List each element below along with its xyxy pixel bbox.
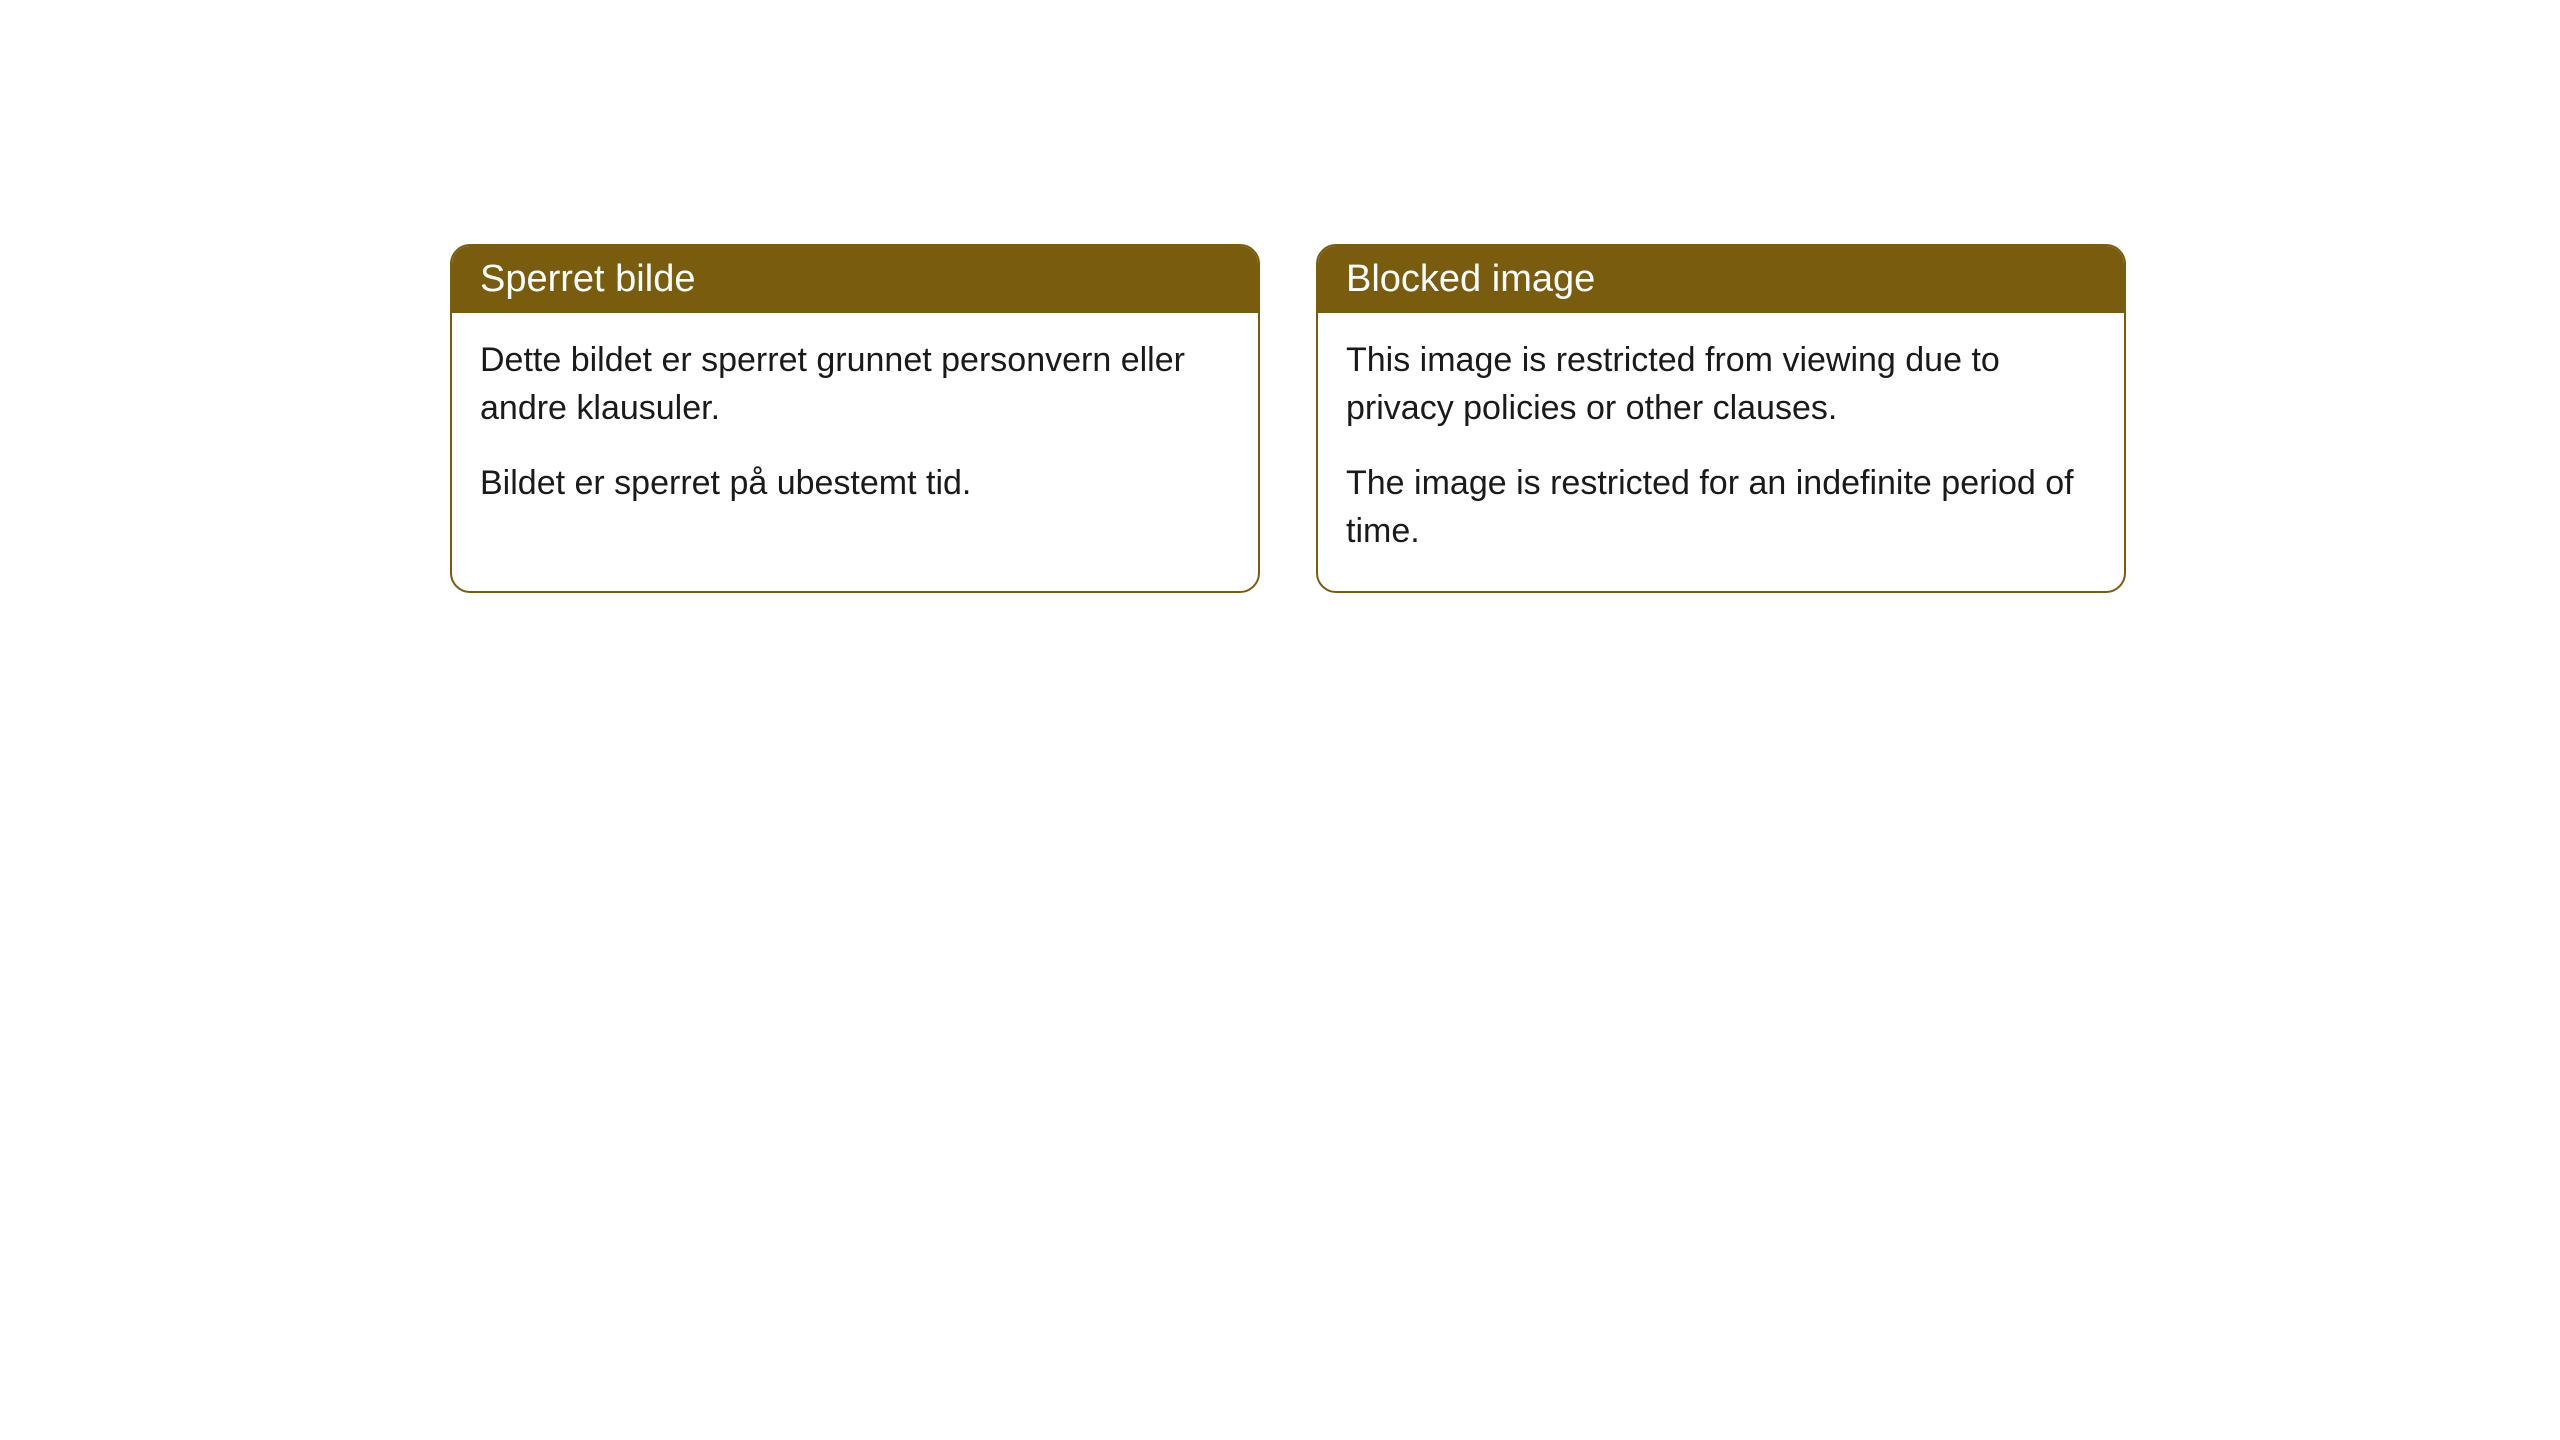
card-header: Sperret bilde [452,246,1258,313]
card-body: Dette bildet er sperret grunnet personve… [452,313,1258,544]
card-body: This image is restricted from viewing du… [1318,313,2124,591]
card-title: Sperret bilde [480,258,695,300]
card-paragraph: This image is restricted from viewing du… [1346,337,2096,432]
card-paragraph: Bildet er sperret på ubestemt tid. [480,460,1230,508]
card-paragraph: Dette bildet er sperret grunnet personve… [480,337,1230,432]
notice-card-norwegian: Sperret bilde Dette bildet er sperret gr… [450,244,1260,593]
card-header: Blocked image [1318,246,2124,313]
card-title: Blocked image [1346,258,1595,300]
notice-card-english: Blocked image This image is restricted f… [1316,244,2126,593]
card-paragraph: The image is restricted for an indefinit… [1346,460,2096,555]
notice-cards-container: Sperret bilde Dette bildet er sperret gr… [450,244,2126,593]
